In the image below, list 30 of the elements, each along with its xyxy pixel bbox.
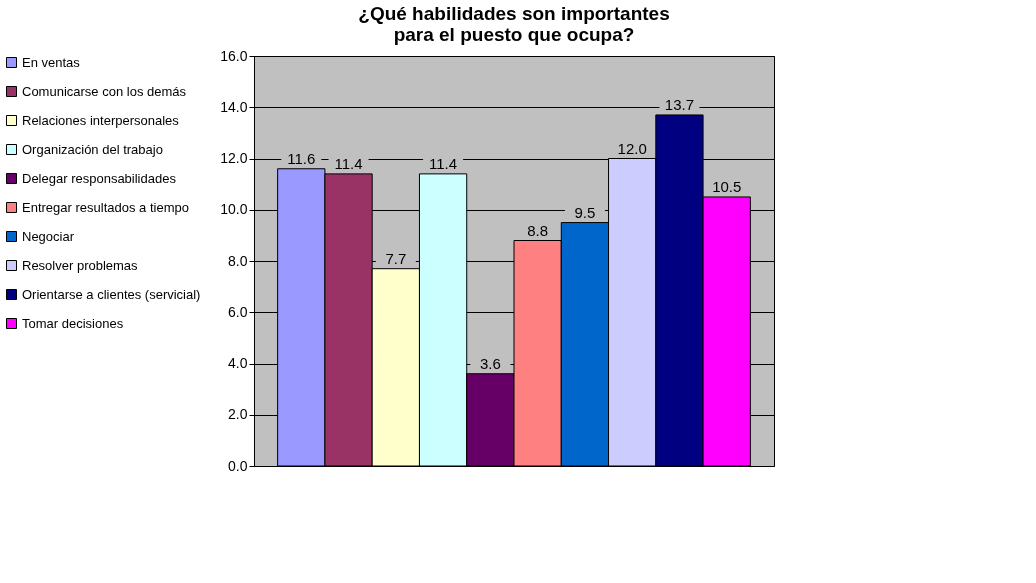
legend-label: Negociar (22, 228, 75, 244)
data-label: 7.7 (385, 249, 407, 267)
y-tick-label: 2.0 (228, 406, 248, 423)
y-tick-label: 6.0 (228, 303, 248, 320)
legend-label: Resolver problemas (22, 257, 139, 273)
y-tick-label: 10.0 (220, 201, 248, 218)
y-tick-label: 14.0 (220, 98, 248, 115)
legend-label: Organización del trabajo (22, 141, 163, 157)
legend-label: Entregar resultados a tiempo (22, 199, 189, 215)
legend-label: Orientarse a clientes (servicial) (22, 286, 201, 302)
data-label: 13.7 (664, 95, 695, 113)
legend-label: Comunicarse con los demás (22, 83, 187, 99)
y-tick-label: 4.0 (228, 355, 248, 371)
data-label: 11.6 (287, 149, 316, 167)
legend-label: En ventas (22, 54, 81, 70)
y-tick-label: 0.0 (228, 457, 248, 474)
data-label: 12.0 (617, 139, 647, 157)
y-tick-label: 16.0 (220, 47, 248, 64)
legend-label: Tomar decisiones (22, 315, 124, 331)
legend-label: Delegar responsabilidades (22, 170, 177, 186)
data-label: 11.4 (429, 154, 458, 172)
chart-title: ¿Qué habilidades son importantes para el puesto que ocupa? (358, 3, 670, 45)
data-label: 11.4 (334, 154, 363, 172)
legend-label: Relaciones interpersonales (22, 112, 180, 128)
data-label: 9.5 (574, 203, 596, 221)
y-tick-label: 12.0 (220, 150, 248, 166)
data-label: 8.8 (527, 221, 549, 239)
y-tick-label: 8.0 (228, 252, 248, 269)
data-label: 10.5 (712, 177, 742, 195)
data-label: 3.6 (479, 354, 501, 372)
